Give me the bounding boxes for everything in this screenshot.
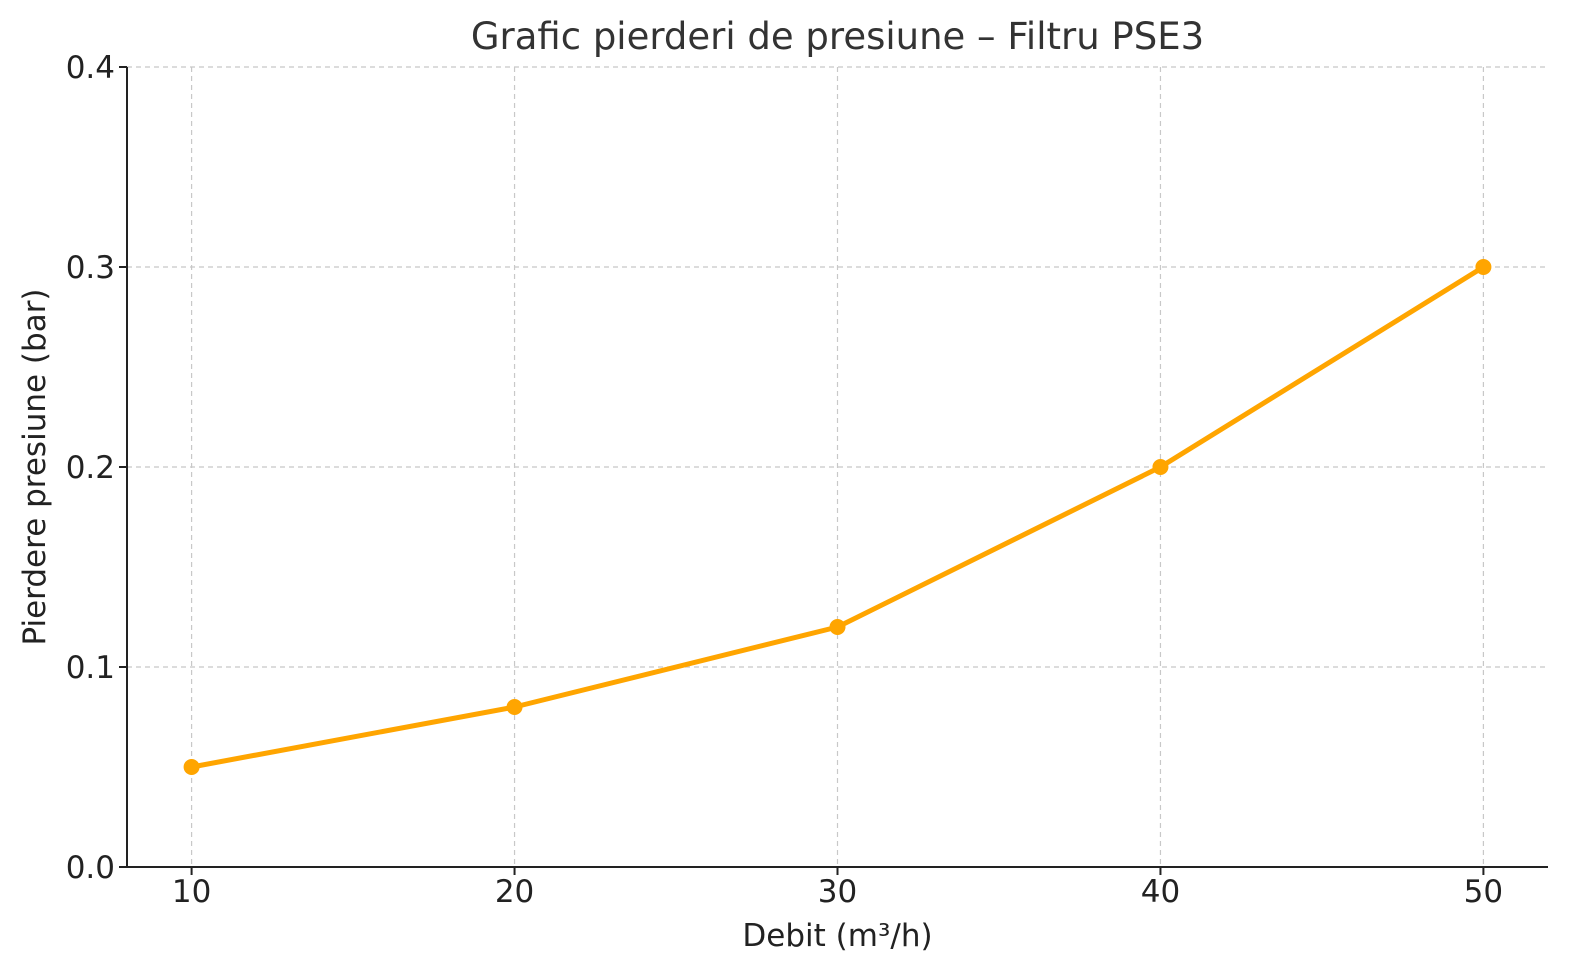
grid <box>127 66 1548 868</box>
x-tick-label: 40 <box>1141 874 1180 910</box>
data-point <box>1475 259 1492 275</box>
data-point <box>506 699 523 715</box>
x-axis-label: Debit (m³/h) <box>742 918 932 954</box>
data-point <box>183 759 200 775</box>
data-point <box>829 619 846 635</box>
y-axis-label: Pierdere presiune (bar) <box>17 288 53 645</box>
ticks: 10 20 30 40 50 0.0 0.1 0.2 0.3 0.4 <box>66 50 1503 910</box>
y-tick-label: 0.3 <box>66 250 115 286</box>
x-tick-label: 30 <box>818 874 857 910</box>
x-tick-label: 10 <box>172 874 211 910</box>
y-tick-label: 0.4 <box>66 50 115 86</box>
series <box>183 259 1492 775</box>
x-tick-label: 20 <box>495 874 534 910</box>
y-tick-label: 0.2 <box>66 450 115 486</box>
data-point <box>1152 459 1169 475</box>
chart-title: Grafic pierderi de presiune – Filtru PSE… <box>471 15 1204 58</box>
x-tick-label: 50 <box>1464 874 1503 910</box>
y-tick-label: 0.0 <box>66 850 115 886</box>
y-tick-label: 0.1 <box>66 650 115 686</box>
